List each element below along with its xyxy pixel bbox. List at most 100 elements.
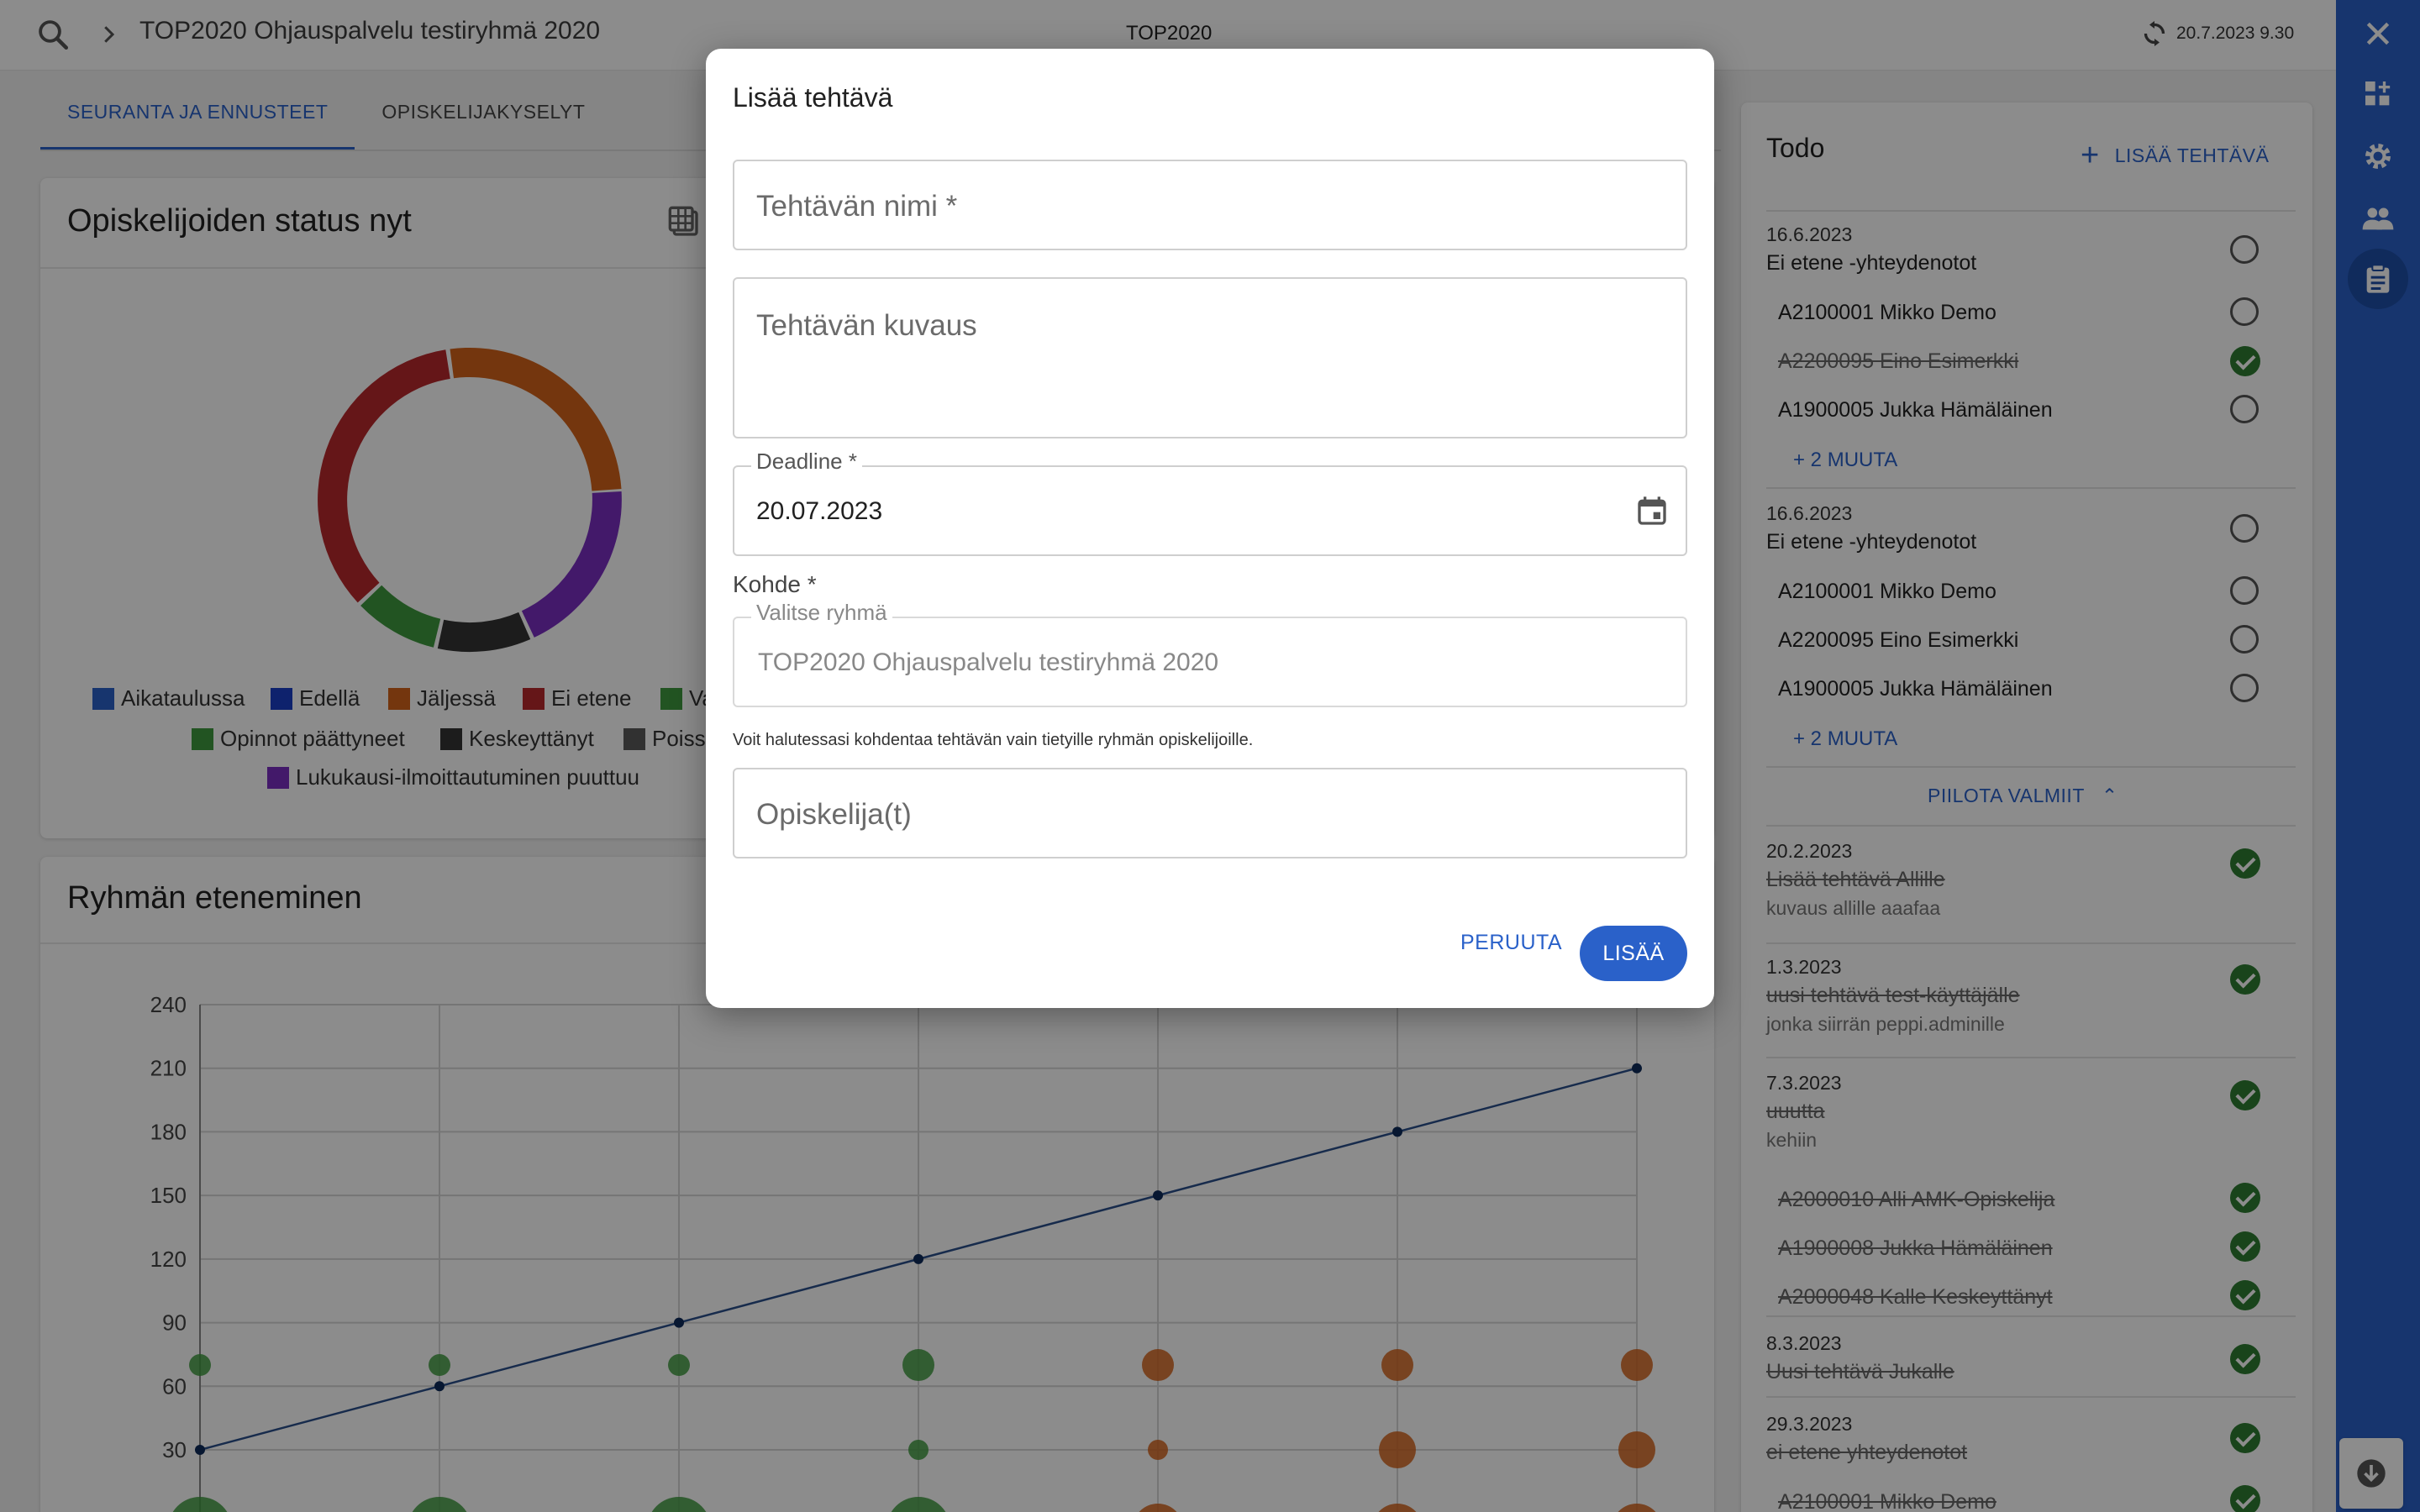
student-status-circle[interactable] <box>2230 297 2259 326</box>
search-icon[interactable] <box>35 17 71 52</box>
y-tick-label: 240 <box>150 992 187 1017</box>
group-select-label: Valitse ryhmä <box>751 600 892 626</box>
todo-nav-button[interactable] <box>2348 249 2408 309</box>
add-task-dialog: Lisää tehtävä Tehtävän nimi * Tehtävän k… <box>706 49 1714 1008</box>
show-more-link[interactable]: + 2 MUUTA <box>1793 449 1898 471</box>
deadline-label: Deadline * <box>751 449 862 475</box>
bubble-green <box>902 1349 934 1382</box>
dashboard-add-icon[interactable] <box>2361 77 2395 111</box>
student-status-circle[interactable] <box>2230 674 2259 702</box>
check-circle-icon[interactable] <box>2230 1423 2260 1453</box>
bubble-orange-bottom <box>1378 1504 1417 1512</box>
todo-status-circle[interactable] <box>2230 514 2259 543</box>
target-label: Kohde * <box>733 571 817 597</box>
calendar-icon[interactable] <box>1635 494 1669 528</box>
check-circle-icon[interactable] <box>2230 346 2260 376</box>
check-circle-icon[interactable] <box>2230 1280 2260 1310</box>
todo-student: A2100001 Mikko Demo <box>1778 580 1996 603</box>
todo-student: A2200095 Eino Esimerkki <box>1778 628 2019 652</box>
tab-opiskelijakyselyt[interactable]: OPISKELIJAKYSELYT <box>381 101 586 123</box>
bubble-green-bottom <box>412 1497 467 1512</box>
deadline-value: 20.07.2023 <box>756 497 883 525</box>
legend-label: Jäljessä <box>417 685 496 711</box>
show-more-link[interactable]: + 2 MUUTA <box>1793 727 1898 750</box>
legend-item-aikataulussa: Aikataulussa <box>92 685 245 711</box>
navigation-rail <box>2336 0 2420 1512</box>
legend-swatch <box>388 687 410 710</box>
student-status-circle[interactable] <box>2230 395 2259 423</box>
todo-title-text: Ei etene -yhteydenotot <box>1766 530 1977 554</box>
donut-slice-lukukausi <box>521 491 622 638</box>
todo-item-done[interactable]: 20.2.2023 Lisää tehtävä Allille kuvaus a… <box>1766 840 2296 920</box>
submit-add-button[interactable]: LISÄÄ <box>1580 926 1687 981</box>
check-circle-icon[interactable] <box>2230 1485 2260 1512</box>
bubble-orange <box>1379 1431 1416 1468</box>
todo-item[interactable]: 16.6.2023 Ei etene -yhteydenotot <box>1766 223 2296 276</box>
app-title: TOP2020 <box>1126 22 1213 45</box>
close-icon[interactable] <box>2361 17 2395 50</box>
todo-item-done[interactable]: 1.3.2023 uusi tehtävä test-käyttäjälle j… <box>1766 956 2296 1036</box>
table-icon[interactable] <box>667 205 701 239</box>
people-icon[interactable] <box>2361 202 2395 235</box>
group-select-field: Valitse ryhmä TOP2020 Ohjauspalvelu test… <box>733 600 1687 707</box>
todo-item-done[interactable]: 29.3.2023 ei etene yhteydenotot <box>1766 1413 2296 1465</box>
breadcrumb[interactable]: TOP2020 Ohjauspalvelu testiryhmä 2020 <box>139 17 601 45</box>
todo-desc: kehiin <box>1766 1129 1818 1151</box>
check-circle-icon[interactable] <box>2230 848 2260 879</box>
student-status-circle[interactable] <box>2230 625 2259 654</box>
bubble-green <box>189 1354 211 1377</box>
bubble-green <box>429 1354 450 1377</box>
bubble-green <box>668 1354 690 1377</box>
targeting-hint: Voit halutessasi kohdentaa tehtävän vain… <box>733 731 1254 749</box>
todo-item-done[interactable]: 7.3.2023 uuutta kehiin <box>1766 1072 2296 1152</box>
series-point <box>434 1381 445 1392</box>
hide-completed-toggle[interactable]: PIILOTA VALMIIT ⌃ <box>1928 785 2118 807</box>
series-point <box>913 1253 923 1264</box>
cancel-button[interactable]: PERUUTA <box>1460 931 1563 954</box>
legend-swatch <box>267 766 289 789</box>
chevron-up-icon: ⌃ <box>2101 785 2118 806</box>
series-point <box>674 1317 684 1328</box>
scroll-down-button[interactable] <box>2339 1438 2403 1509</box>
sync-icon[interactable] <box>2139 18 2170 49</box>
check-circle-icon[interactable] <box>2230 1183 2260 1213</box>
bubble-orange <box>1148 1440 1168 1460</box>
add-task-label: LISÄÄ TEHTÄVÄ <box>2114 144 2270 166</box>
students-field[interactable]: Opiskelija(t) <box>733 768 1687 858</box>
check-circle-icon[interactable] <box>2230 1344 2260 1374</box>
series-point <box>1632 1063 1642 1074</box>
check-circle-icon[interactable] <box>2230 964 2260 995</box>
donut-slice-keskeyttanyt <box>437 612 531 653</box>
bubble-orange <box>1621 1349 1653 1382</box>
task-description-field[interactable]: Tehtävän kuvaus <box>733 277 1687 438</box>
todo-status-circle[interactable] <box>2230 235 2259 264</box>
task-name-placeholder: Tehtävän nimi * <box>756 190 958 223</box>
hide-completed-label: PIILOTA VALMIIT <box>1928 785 2085 806</box>
check-circle-icon[interactable] <box>2230 1080 2260 1110</box>
bubble-orange <box>1618 1431 1655 1468</box>
deadline-field[interactable]: Deadline * 20.07.2023 <box>733 449 1687 556</box>
arrow-down-circle-icon <box>2357 1459 2386 1488</box>
todo-item-done[interactable]: 8.3.2023 Uusi tehtävä Jukalle <box>1766 1332 2296 1384</box>
progress-chart: 30 60 90 120 150 180 210 240 <box>150 992 1656 1512</box>
y-tick-label: 180 <box>150 1119 187 1144</box>
bubble-orange-bottom <box>1139 1504 1177 1512</box>
legend-item-opinnot-paattyneet: Opinnot päättyneet <box>192 726 405 752</box>
add-task-button[interactable]: + LISÄÄ TEHTÄVÄ <box>2081 139 2270 171</box>
task-name-field[interactable]: Tehtävän nimi * <box>733 160 1687 250</box>
tab-seuranta[interactable]: SEURANTA JA ENNUSTEET <box>40 84 355 151</box>
bubble-green-bottom <box>891 1497 946 1512</box>
legend-item-lukukausi: Lukukausi-ilmoittautuminen puuttuu <box>267 764 639 790</box>
chevron-right-icon[interactable] <box>96 22 121 47</box>
clipboard-icon <box>2366 264 2390 293</box>
student-status-circle[interactable] <box>2230 576 2259 605</box>
divider <box>1766 487 2296 489</box>
series-point <box>1392 1126 1402 1137</box>
legend-label: Ei etene <box>551 685 632 711</box>
check-circle-icon[interactable] <box>2230 1231 2260 1262</box>
todo-title: Todo <box>1766 133 1825 163</box>
gear-icon[interactable] <box>2361 139 2395 173</box>
divider <box>1766 210 2296 212</box>
todo-date: 7.3.2023 <box>1766 1072 1842 1094</box>
todo-item[interactable]: 16.6.2023 Ei etene -yhteydenotot <box>1766 502 2296 554</box>
